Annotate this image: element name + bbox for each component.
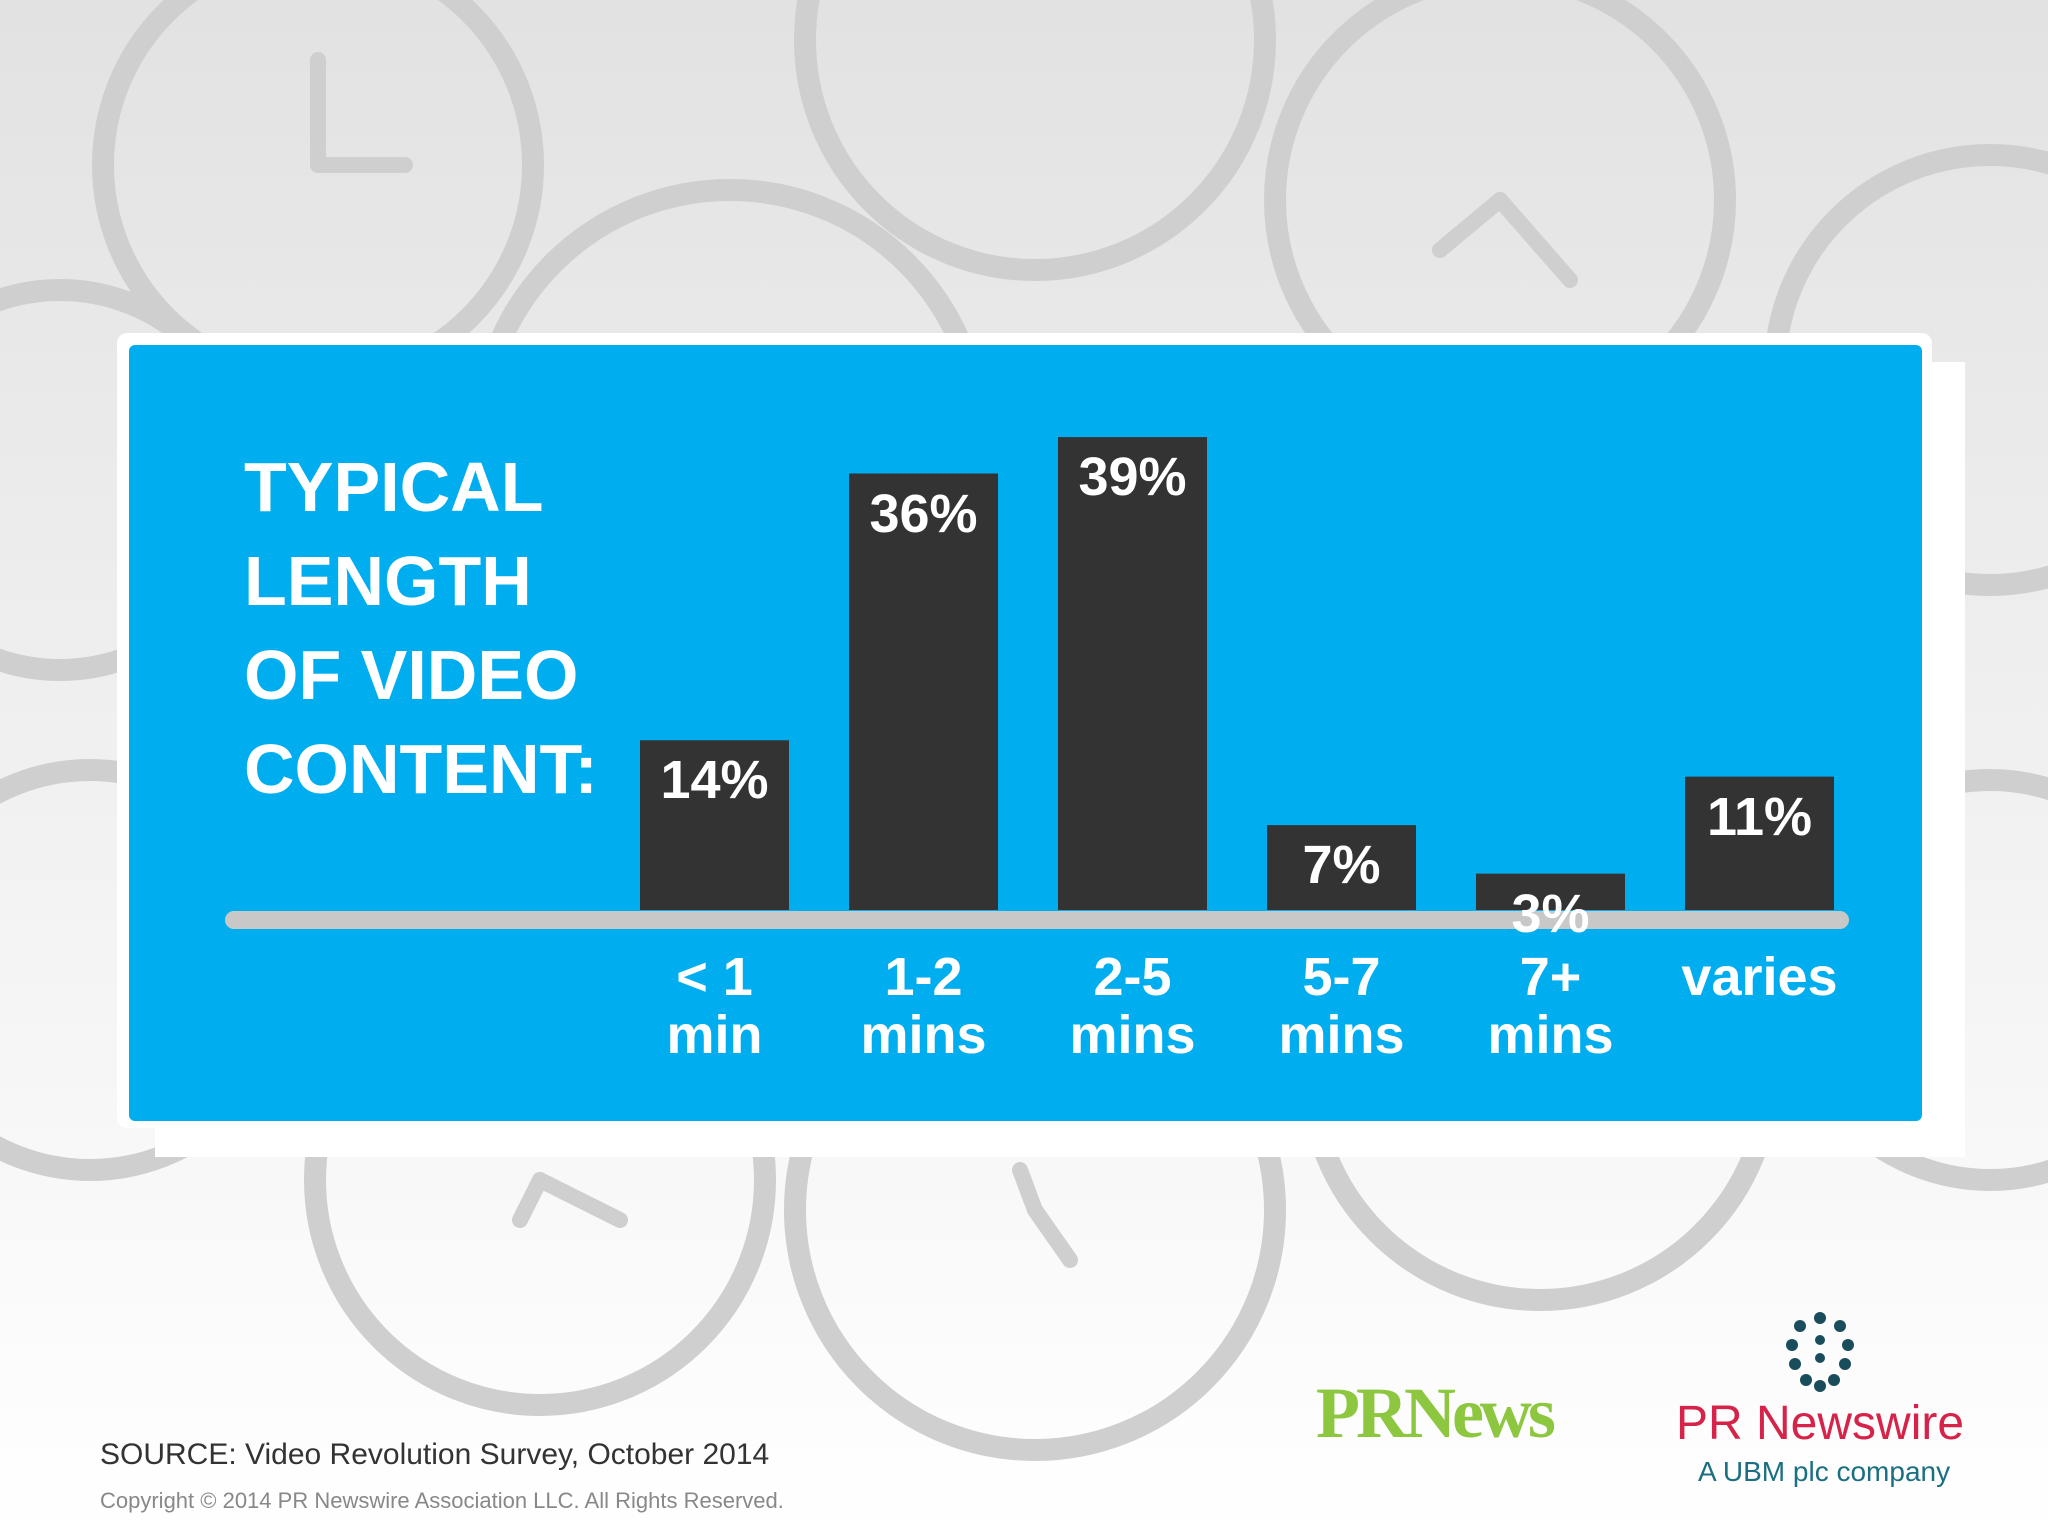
bar [640,740,789,910]
bar [1058,437,1207,910]
value-label: 39% [1078,447,1187,508]
bar [1267,825,1416,910]
x-tick-label: varies [1681,947,1838,1007]
value-label: 3% [1511,883,1590,944]
source: SOURCE: Video Revolution Survey, October… [100,1438,770,1471]
logo-prnewswire: PR Newswire [1676,1397,1965,1450]
chart-title: TYPICAL LENGTH OF VIDEO CONTENT: [244,448,598,808]
x-tick-label: 1-2 mins [860,947,987,1065]
x-tick-label: 2-5 mins [1069,947,1196,1065]
logo-prnews: PRNews [1316,1373,1556,1453]
value-label: 36% [869,483,978,544]
x-tick-label: < 1 min [666,947,763,1065]
bar [849,473,998,910]
value-label: 14% [660,750,769,811]
bar [1476,873,1625,910]
x-tick-label: 5-7 mins [1278,947,1405,1065]
value-label: 7% [1302,835,1381,896]
clock-hands [310,52,1578,1268]
logo-tagline: A UBM plc company [1698,1456,1951,1487]
x-tick-label: 7+ mins [1487,947,1614,1065]
value-label: 11% [1706,786,1813,847]
copyright: Copyright © 2014 PR Newswire Association… [100,1488,784,1513]
bar [1685,776,1834,910]
